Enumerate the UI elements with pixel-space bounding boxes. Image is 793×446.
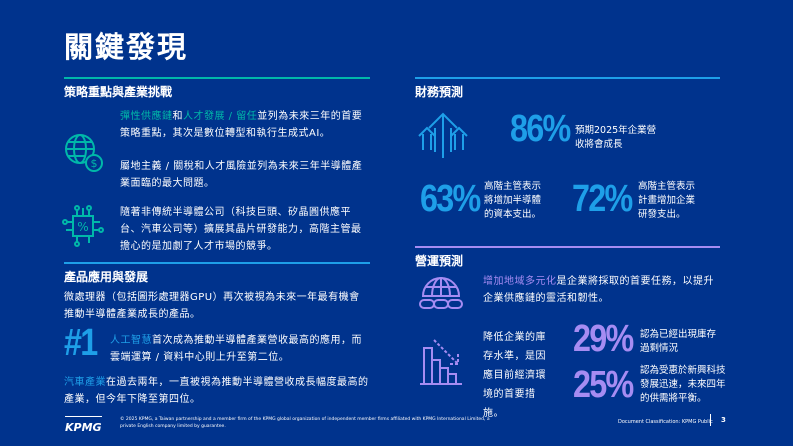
globe-dollar-icon: $ — [65, 134, 103, 172]
highlight: 汽車產業 — [64, 377, 106, 388]
text: 首次成為推動半導體產業營收最高的應用，而雲端運算 / 資料中心則上升至第二位。 — [110, 335, 362, 363]
stat-value: 29% — [573, 318, 634, 360]
highlight: 人才發展 / 留任 — [183, 111, 258, 122]
text: 和 — [172, 111, 183, 122]
strategy-paragraph: 彈性供應鏈和人才發展 / 留任並列為未來三年的首要策略重點，其次是數位轉型和執行… — [120, 108, 370, 142]
svg-text:%: % — [77, 220, 88, 234]
stat-text: 認為受惠於新興科技發展迅速，未來四年的供需將平衡。 — [640, 365, 726, 404]
section-heading: 產品應用與發展 — [64, 270, 149, 284]
highlight: 彈性供應鏈 — [120, 111, 173, 122]
page-title: 關鍵發現 — [64, 30, 189, 64]
highlight: 增加地域多元化 — [483, 276, 557, 287]
ai-paragraph: 人工智慧首次成為推動半導體產業營收最高的應用，而雲端運算 / 資料中心則上升至第… — [110, 332, 370, 366]
text: 是企業將採取的首要任務，以提升企業供應鏈的靈活和韌性。 — [483, 276, 714, 304]
kpmg-logo: KPMG — [65, 416, 102, 434]
talent-paragraph: 隨著非傳統半導體公司（科技巨頭、矽晶圓供應平台、汽車公司等）擴展其晶片研發能力，… — [120, 207, 362, 252]
inventory-paragraph: 降低企業的庫存水準，是因應目前經濟環境的首要措施。 — [483, 332, 546, 419]
declining-bars-icon — [420, 339, 462, 385]
classification: Document Classification: KPMG Public — [618, 419, 713, 425]
section-heading: 策略重點與產業挑戰 — [64, 85, 173, 99]
divider — [64, 77, 370, 79]
svg-text:$: $ — [91, 157, 98, 170]
stat-value: 86% — [510, 108, 571, 150]
section-heading: 財務預測 — [415, 85, 464, 99]
stat-text: 認為已經出現庫存過剩情況 — [640, 329, 717, 354]
chip-percent-icon: % — [62, 205, 104, 247]
highlight: 人工智慧 — [110, 335, 152, 346]
arrows-up-icon — [418, 112, 468, 158]
stat-text: 高階主管表示將增加半導體的資本支出。 — [484, 181, 542, 220]
legal-text: © 2025 KPMG, a Taiwan partnership and a … — [120, 417, 490, 429]
risk-paragraph: 屬地主義 / 關稅和人才風險並列為未來三年半導體產業面臨的最大問題。 — [120, 161, 363, 189]
divider — [710, 414, 711, 426]
text: 並列為未來三年的首要策略重點，其次是數位轉型和執行生成式AI。 — [120, 111, 363, 139]
stat-text: 預期2025年企業營收將會成長 — [575, 125, 657, 150]
rank-number: #1 — [64, 322, 98, 364]
stat-value: 72% — [572, 178, 633, 220]
page-number: 3 — [721, 416, 726, 424]
section-heading: 營運預測 — [415, 254, 464, 268]
divider — [415, 246, 720, 248]
divider — [415, 77, 720, 79]
stat-text: 高階主管表示計畫增加企業研發支出。 — [638, 181, 696, 220]
text: 在過去兩年，一直被視為推動半導體營收成長幅度最高的產業，但今年下降至第四位。 — [64, 377, 369, 405]
diversification-paragraph: 增加地域多元化是企業將採取的首要任務，以提升企業供應鏈的靈活和韌性。 — [483, 273, 723, 307]
stat-value: 63% — [420, 178, 481, 220]
globe-chain-icon — [419, 277, 463, 309]
stat-value: 25% — [573, 364, 634, 406]
gpu-paragraph: 微處理器（包括圖形處理器GPU）再次被視為未來一年最有機會推動半導體產業成長的產… — [64, 292, 360, 320]
auto-paragraph: 汽車產業在過去兩年，一直被視為推動半導體營收成長幅度最高的產業，但今年下降至第四… — [64, 374, 370, 408]
divider — [64, 262, 370, 264]
